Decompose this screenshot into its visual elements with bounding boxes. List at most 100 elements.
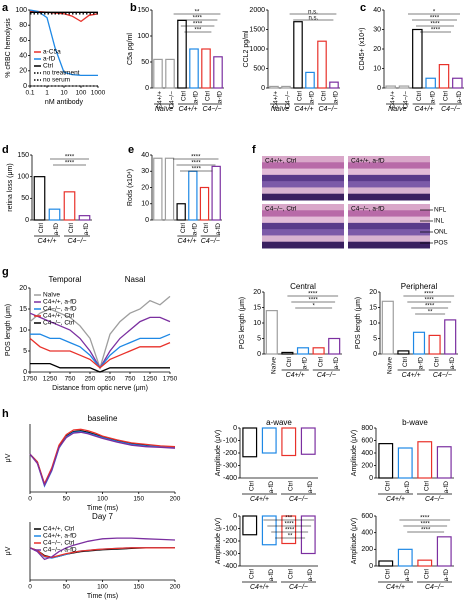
y-tick-label: 0 (369, 563, 373, 570)
micrograph-label: C4+/+, Ctrl (265, 158, 297, 165)
x-tick-label: a-fD (404, 569, 411, 582)
bar (165, 58, 175, 89)
legend-label: C4−/−, Ctrl (43, 320, 75, 327)
tissue-layer (348, 162, 430, 170)
legend-label: Naïve (43, 292, 60, 299)
x-tick-label: 200 (170, 496, 181, 503)
y-tick-label: 5 (257, 335, 261, 342)
group-label: Naïve (271, 106, 289, 113)
group-label: C4+/+ (286, 372, 305, 379)
y-tick-label: 0 (369, 475, 373, 482)
tissue-layer (348, 181, 430, 188)
x-tick-label: Ctrl (180, 222, 187, 233)
x-tick-label: C4+/+ (389, 91, 396, 109)
panel-label: h (2, 408, 9, 420)
bar (189, 48, 199, 89)
panel-label: f (252, 144, 256, 156)
y-axis-label: CCL2 pg/ml (243, 30, 250, 67)
y-tick-label: 0 (145, 85, 149, 92)
tissue-layer (262, 156, 344, 163)
bar (176, 203, 186, 221)
x-tick-label: Ctrl (321, 90, 328, 101)
y-tick-label: 200 (361, 546, 373, 553)
y-axis-label: Amplitude (μV) (351, 518, 358, 564)
x-tick-label: 1 (45, 90, 49, 97)
bar (48, 208, 61, 221)
bar (164, 157, 175, 221)
y-tick-label: 600 (361, 437, 373, 444)
y-tick-label: 0 (257, 351, 261, 358)
y-tick-label: 800 (361, 425, 373, 432)
bar (281, 351, 294, 355)
group-label: C4+/+ (250, 584, 269, 591)
panel-label: c (360, 2, 366, 14)
annotation: ** (288, 534, 293, 540)
x-tick-label: a-fD (443, 569, 450, 582)
y-axis-label: POS length (μm) (355, 297, 362, 349)
x-tick-label: C4+/+ (157, 91, 164, 109)
y-tick-label: 30 (141, 168, 149, 175)
bar (425, 77, 436, 89)
annotation: **** (430, 16, 440, 22)
panel-label: d (2, 144, 9, 156)
x-tick-label: Ctrl (181, 90, 188, 101)
bar (211, 165, 221, 221)
x-tick-label: C4−/− (403, 91, 410, 109)
x-tick-label: Ctrl (433, 356, 440, 367)
x-tick-label: a-fD (309, 91, 316, 104)
chart-title: Day 7 (92, 512, 113, 521)
tissue-layer (348, 210, 430, 218)
y-tick-label: 20 (19, 285, 27, 292)
legend-label: Ctrl (43, 63, 54, 70)
legend-label: C4+/+, a-fD (43, 299, 77, 306)
legend-label: C4−/−, a-fD (43, 547, 77, 554)
x-tick-label: 0 (28, 496, 32, 503)
tissue-layer (348, 222, 430, 230)
x-tick-label: C4−/− (169, 91, 176, 109)
micrograph-label: C4+/+, a-fD (351, 158, 385, 165)
bar (78, 215, 91, 221)
bar (417, 441, 433, 479)
x-axis-label: Distance from optic nerve (μm) (52, 385, 148, 392)
annotation: **** (430, 22, 440, 28)
y-tick-label: 15 (369, 304, 377, 311)
tissue-layer (262, 168, 344, 176)
chart-title: Peripheral (401, 282, 438, 291)
bar (381, 300, 394, 355)
bar (385, 85, 396, 89)
chart-title: a-wave (266, 418, 292, 427)
bar (281, 427, 297, 457)
series-line (29, 537, 176, 561)
panel-label: g (2, 266, 9, 278)
x-tick-label: Ctrl (38, 222, 45, 233)
y-tick-label: 20 (369, 289, 377, 296)
x-tick-label: Ctrl (423, 568, 430, 579)
micrograph-label: C4−/−, Ctrl (265, 206, 297, 213)
bar (242, 427, 258, 458)
bar (452, 77, 463, 89)
y-tick-label: 50 (21, 195, 29, 202)
layer-label: POS (434, 240, 448, 247)
y-tick-label: 200 (361, 462, 373, 469)
y-axis-label: % cRBC hemolysis (5, 18, 12, 78)
y-axis-label: μV (5, 546, 12, 555)
series-line (30, 362, 170, 373)
legend-label: C4−/−, Ctrl (43, 540, 75, 547)
tissue-layer (262, 162, 344, 170)
series-line (29, 547, 175, 559)
y-tick-label: 15 (19, 306, 27, 313)
annotation: **** (308, 292, 318, 298)
bar (397, 447, 413, 479)
x-tick-label: 150 (133, 584, 144, 591)
bar (378, 560, 394, 567)
annotation: **** (309, 298, 319, 304)
x-tick-label: C4+/+ (273, 91, 280, 109)
y-tick-label: 1500 (249, 26, 265, 33)
x-tick-label: a-fD (429, 91, 436, 104)
group-label: C4−/− (289, 584, 308, 591)
y-tick-label: -400 (223, 475, 237, 482)
annotation: * (312, 304, 315, 310)
tissue-layer (348, 156, 430, 163)
y-tick-label: 50 (141, 59, 149, 66)
group-label: Naïve (155, 106, 173, 113)
